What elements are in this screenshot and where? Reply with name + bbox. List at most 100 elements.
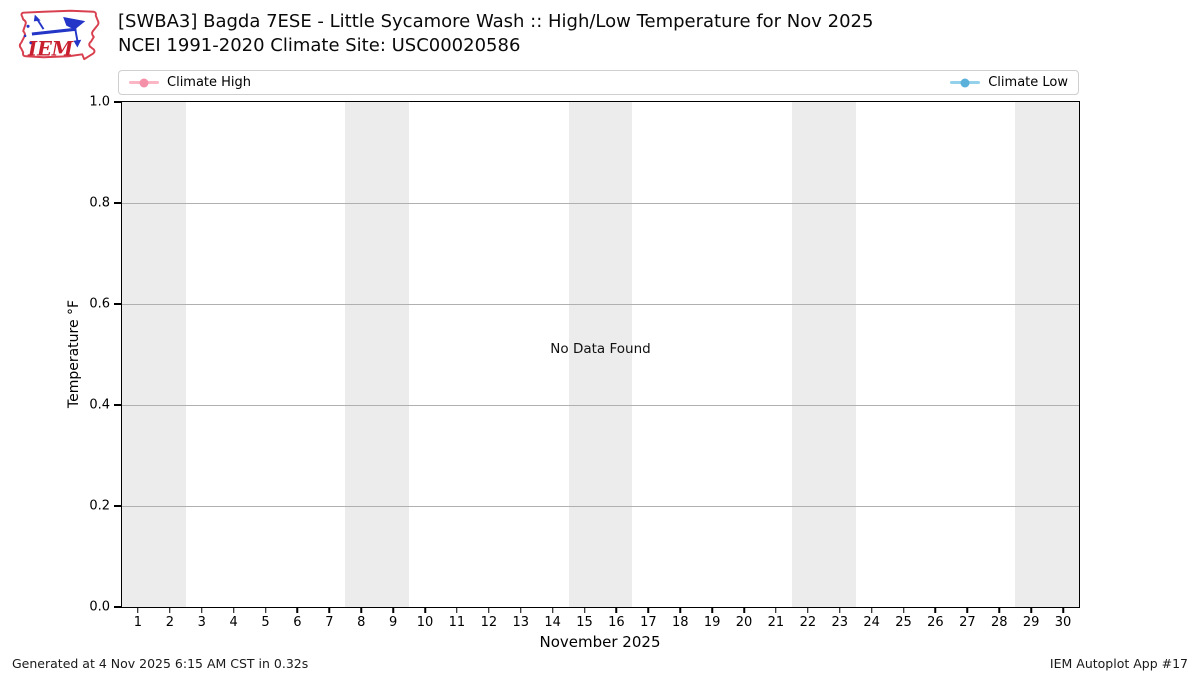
- x-tick-label: 16: [608, 615, 625, 630]
- generated-timestamp: Generated at 4 Nov 2025 6:15 AM CST in 0…: [12, 656, 309, 671]
- x-tick-label: 29: [1022, 615, 1040, 630]
- y-gridline: [122, 506, 1079, 507]
- x-tick-mark: [200, 607, 203, 613]
- x-tick-mark: [711, 607, 713, 613]
- x-tick-label: 24: [863, 615, 880, 630]
- x-tick-mark: [902, 607, 905, 613]
- x-tick-mark: [1062, 607, 1064, 613]
- x-tick-label: 30: [1054, 615, 1072, 630]
- x-tick-mark: [137, 607, 139, 613]
- x-tick-label: 2: [165, 615, 174, 630]
- x-tick-mark: [743, 607, 745, 613]
- weekend-shade-band: [122, 102, 186, 607]
- chart-subtitle: NCEI 1991-2020 Climate Site: USC00020586: [118, 35, 521, 56]
- x-tick-mark: [169, 607, 171, 613]
- x-tick-mark: [456, 607, 458, 613]
- x-tick-mark: [966, 607, 969, 613]
- x-tick-label: 12: [480, 615, 498, 630]
- y-axis-title: Temperature °F: [66, 299, 82, 409]
- x-tick-label: 3: [197, 615, 206, 630]
- x-tick-label: 11: [448, 615, 466, 630]
- y-tick-mark: [114, 404, 121, 406]
- x-tick-label: 6: [293, 615, 302, 630]
- x-tick-label: 20: [735, 615, 753, 630]
- climate-low-line-icon: [950, 78, 981, 87]
- x-tick-mark: [934, 607, 937, 613]
- x-axis-title: November 2025: [539, 633, 661, 651]
- x-tick-mark: [583, 607, 586, 613]
- x-tick-mark: [1030, 607, 1032, 613]
- x-tick-mark: [232, 607, 235, 613]
- x-tick-label: 21: [767, 615, 785, 630]
- y-tick-mark: [114, 303, 121, 305]
- y-tick-mark: [114, 606, 121, 608]
- weekend-shade-band: [568, 102, 633, 607]
- x-tick-mark: [328, 607, 331, 613]
- x-tick-mark: [264, 607, 267, 613]
- x-tick-label: 26: [927, 615, 944, 630]
- app-credit: IEM Autoplot App #17: [1049, 656, 1188, 671]
- x-tick-label: 22: [799, 615, 817, 630]
- weekend-shade-band: [791, 102, 856, 607]
- climate-high-line-icon: [129, 78, 159, 87]
- legend-entry-climate-low: Climate Low: [950, 75, 1068, 90]
- legend-label-climate-low: Climate Low: [988, 75, 1068, 90]
- iem-logo: IEM: [18, 9, 100, 60]
- y-tick-label: 1.0: [89, 94, 110, 110]
- x-tick-label: 19: [703, 615, 721, 630]
- logo-text: IEM: [27, 37, 74, 60]
- x-tick-mark: [870, 607, 873, 613]
- plot-area: No Data Found 1.0 0.8 0.6 0.4 0.2 0.0 1 2 3 4 5 6 7 8…: [89, 95, 1080, 630]
- x-tick-mark: [775, 607, 777, 613]
- climate-low-marker-icon: [960, 78, 970, 87]
- y-tick-mark: [114, 101, 121, 103]
- x-tick-label: 18: [671, 615, 689, 630]
- legend-entry-climate-high: Climate High: [129, 75, 251, 90]
- x-tick-mark: [807, 607, 809, 613]
- x-tick-label: 8: [357, 615, 366, 630]
- x-tick-label: 28: [990, 615, 1008, 630]
- no-data-message: No Data Found: [550, 341, 651, 358]
- x-tick-label: 10: [416, 615, 434, 630]
- x-tick-label: 7: [325, 615, 334, 630]
- y-gridline: [122, 203, 1079, 204]
- x-tick-label: 27: [959, 615, 976, 630]
- x-tick-label: 23: [831, 615, 849, 630]
- x-tick-label: 5: [261, 615, 270, 630]
- x-tick-mark: [392, 607, 394, 613]
- y-tick-label: 0.4: [89, 397, 110, 413]
- x-tick-mark: [488, 607, 490, 613]
- x-tick-mark: [520, 607, 522, 613]
- x-tick-label: 14: [544, 615, 561, 630]
- x-tick-mark: [679, 607, 681, 613]
- y-tick-mark: [114, 202, 121, 204]
- climate-high-marker-icon: [139, 78, 149, 87]
- x-tick-label: 17: [640, 615, 657, 630]
- y-tick-mark: [114, 505, 121, 507]
- x-tick-mark: [839, 607, 841, 613]
- chart-title: [SWBA3] Bagda 7ESE - Little Sycamore Was…: [118, 11, 874, 32]
- y-tick-label: 0.6: [89, 296, 110, 312]
- y-tick-label: 0.2: [89, 498, 110, 514]
- y-gridline: [122, 304, 1079, 305]
- title-block: [SWBA3] Bagda 7ESE - Little Sycamore Was…: [118, 10, 873, 58]
- x-tick-mark: [647, 607, 650, 613]
- legend-label-climate-high: Climate High: [167, 75, 252, 90]
- y-tick-label: 0.0: [89, 599, 110, 615]
- x-tick-label: 4: [229, 615, 238, 630]
- x-tick-mark: [551, 607, 554, 613]
- x-tick-label: 1: [133, 615, 143, 630]
- x-tick-mark: [998, 607, 1000, 613]
- weekend-shade-band: [345, 102, 410, 607]
- y-gridline: [122, 405, 1079, 406]
- x-tick-label: 13: [512, 615, 530, 630]
- x-tick-mark: [360, 607, 362, 613]
- x-tick-label: 25: [895, 615, 912, 630]
- x-tick-mark: [615, 607, 618, 613]
- legend: Climate High Climate Low: [118, 70, 1079, 95]
- y-tick-label: 0.8: [89, 195, 110, 211]
- weekend-shade-band: [1015, 102, 1079, 607]
- x-tick-mark: [296, 607, 299, 613]
- x-tick-label: 15: [576, 615, 593, 630]
